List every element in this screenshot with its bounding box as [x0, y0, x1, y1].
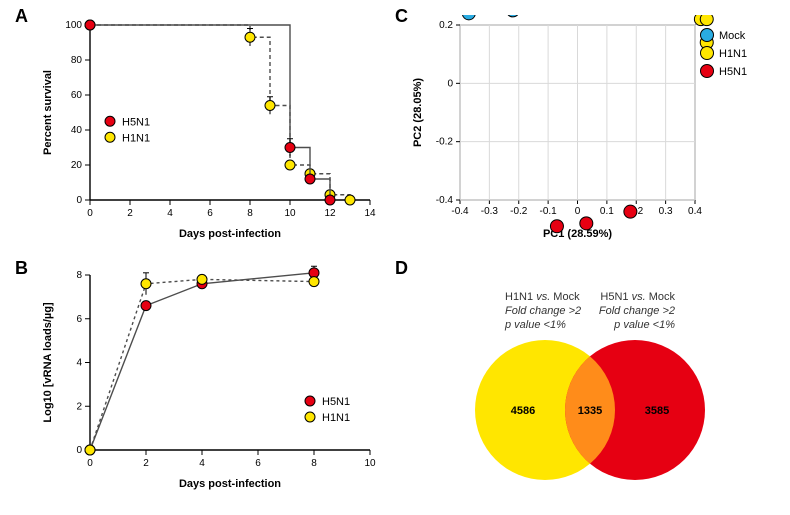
- svg-text:12: 12: [324, 208, 336, 219]
- svg-text:8: 8: [76, 270, 82, 281]
- panel-label-B: B: [15, 258, 28, 279]
- svg-text:40: 40: [71, 125, 83, 136]
- svg-text:0: 0: [447, 78, 453, 89]
- svg-text:H5N1: H5N1: [719, 66, 747, 78]
- svg-text:6: 6: [255, 458, 261, 469]
- svg-text:Days post-infection: Days post-infection: [179, 228, 281, 240]
- svg-text:Fold change >2: Fold change >2: [505, 305, 581, 317]
- svg-text:p value <1%: p value <1%: [504, 319, 566, 331]
- svg-text:0: 0: [87, 458, 93, 469]
- svg-text:Log10 [vRNA loads/µg]: Log10 [vRNA loads/µg]: [42, 302, 54, 423]
- venn-diagram: 4586 3585 1335 H1N1 vs. Mock Fold change >2 p…: [405, 280, 775, 500]
- svg-text:0.3: 0.3: [659, 206, 673, 217]
- svg-text:6: 6: [76, 314, 82, 325]
- svg-text:H1N1: H1N1: [322, 412, 350, 424]
- svg-text:0.4: 0.4: [688, 206, 702, 217]
- svg-text:0: 0: [87, 208, 93, 219]
- svg-text:-0.3: -0.3: [481, 206, 499, 217]
- svg-text:8: 8: [311, 458, 317, 469]
- svg-text:Days post-infection: Days post-infection: [179, 478, 281, 490]
- svg-text:H5N1: H5N1: [122, 116, 150, 128]
- svg-text:100: 100: [65, 20, 82, 31]
- svg-text:4: 4: [167, 208, 173, 219]
- svg-text:0.2: 0.2: [439, 20, 453, 31]
- svg-text:10: 10: [364, 458, 376, 469]
- svg-text:14: 14: [364, 208, 376, 219]
- svg-text:Mock: Mock: [719, 30, 746, 42]
- svg-text:Percent survival: Percent survival: [42, 70, 54, 155]
- panel-label-D: D: [395, 258, 408, 279]
- svg-text:1335: 1335: [578, 405, 602, 417]
- svg-text:20: 20: [71, 160, 83, 171]
- svg-text:0: 0: [76, 445, 82, 456]
- svg-text:0: 0: [76, 195, 82, 206]
- svg-text:PC2 (28.05%): PC2 (28.05%): [412, 78, 424, 147]
- survival-chart: 0 2 4 6 8 10 12 14 0 20 40 60 80 100 Days post-infecti…: [35, 15, 380, 245]
- svg-text:-0.2: -0.2: [510, 206, 528, 217]
- svg-text:8: 8: [247, 208, 253, 219]
- svg-text:H1N1: H1N1: [122, 132, 150, 144]
- svg-text:-0.1: -0.1: [540, 206, 558, 217]
- svg-text:0.1: 0.1: [600, 206, 614, 217]
- svg-text:60: 60: [71, 90, 83, 101]
- svg-text:6: 6: [207, 208, 213, 219]
- svg-text:-0.4: -0.4: [451, 206, 469, 217]
- svg-text:10: 10: [284, 208, 296, 219]
- svg-text:H1N1: H1N1: [719, 48, 747, 60]
- svg-text:4586: 4586: [511, 405, 535, 417]
- svg-text:H5N1 vs. Mock: H5N1 vs. Mock: [600, 291, 675, 303]
- svg-text:2: 2: [76, 401, 82, 412]
- panel-label-A: A: [15, 6, 28, 27]
- svg-text:4: 4: [199, 458, 205, 469]
- svg-text:2: 2: [143, 458, 149, 469]
- svg-text:3585: 3585: [645, 405, 669, 417]
- svg-text:H1N1 vs. Mock: H1N1 vs. Mock: [505, 291, 580, 303]
- svg-text:2: 2: [127, 208, 133, 219]
- svg-text:p value <1%: p value <1%: [613, 319, 675, 331]
- svg-text:0: 0: [575, 206, 581, 217]
- pca-scatter: -0.4-0.3-0.2-0.100.10.20.30.4-0.4-0.200.…: [405, 15, 775, 245]
- svg-text:4: 4: [76, 358, 82, 369]
- viral-load-chart: 0 2 4 6 8 10 0 2 4 6 8 Days post-infection Log10 [vR…: [35, 265, 380, 495]
- svg-text:80: 80: [71, 55, 83, 66]
- svg-text:-0.4: -0.4: [436, 195, 454, 206]
- svg-text:H5N1: H5N1: [322, 396, 350, 408]
- svg-text:-0.2: -0.2: [436, 137, 454, 148]
- svg-text:Fold change >2: Fold change >2: [599, 305, 675, 317]
